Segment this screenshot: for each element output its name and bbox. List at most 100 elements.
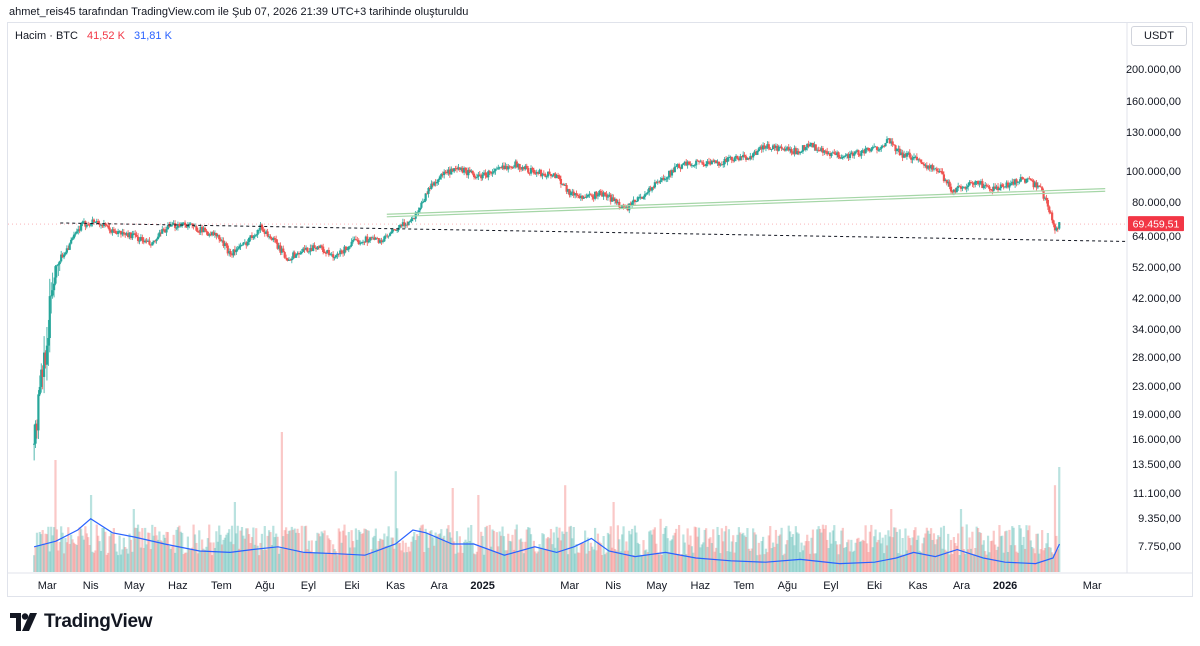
volume-bar xyxy=(754,534,758,572)
candle-body xyxy=(1052,220,1055,225)
currency-unit-button[interactable]: USDT xyxy=(1131,26,1187,46)
candle-body xyxy=(357,240,360,245)
candle-body xyxy=(275,239,278,243)
candle-body xyxy=(433,182,436,186)
candle-body xyxy=(465,170,469,176)
volume-bar xyxy=(104,531,107,572)
candle-body xyxy=(359,243,362,245)
time-tick-label: Tem xyxy=(733,580,754,592)
candle-body xyxy=(440,173,443,177)
volume-bar xyxy=(952,537,955,572)
candle-body xyxy=(739,156,742,161)
candle-body xyxy=(457,167,460,170)
price-tick-label: 11.100,00 xyxy=(1133,488,1181,500)
candle-body xyxy=(85,224,88,227)
candle-body xyxy=(250,235,254,238)
volume-bar xyxy=(307,540,311,572)
volume-bar xyxy=(219,534,222,572)
candle-body xyxy=(821,148,825,153)
candle-body xyxy=(75,231,78,234)
volume-bar xyxy=(717,534,721,572)
candle-body xyxy=(895,148,899,152)
candle-body xyxy=(767,144,770,149)
volume-bar xyxy=(457,552,460,572)
candle-body xyxy=(1026,178,1030,180)
volume-bar xyxy=(98,541,101,572)
volume-bar xyxy=(930,528,933,572)
volume-bar xyxy=(1018,525,1021,572)
candle-body xyxy=(164,229,167,233)
volume-bar xyxy=(996,546,1000,572)
candle-body xyxy=(591,195,594,197)
channel-line-1[interactable] xyxy=(386,190,1106,218)
volume-bar xyxy=(273,537,276,572)
volume-bar xyxy=(366,530,369,572)
volume-bar xyxy=(484,527,487,572)
candle-body xyxy=(235,249,238,253)
candle-body xyxy=(135,234,138,237)
candle-body xyxy=(340,250,343,253)
candle-body xyxy=(279,245,282,253)
candle-body xyxy=(715,160,718,164)
candle-body xyxy=(552,173,555,176)
price-tick-label: 16.000,00 xyxy=(1132,434,1181,446)
candle-body xyxy=(687,161,691,165)
time-tick-label: Mar xyxy=(1083,580,1102,592)
candle-body xyxy=(562,184,565,186)
candle-body xyxy=(252,236,255,238)
volume-bar xyxy=(41,530,44,572)
candle-body xyxy=(260,224,264,230)
volume-bar xyxy=(685,554,688,572)
volume-bar xyxy=(734,542,738,572)
volume-bar xyxy=(334,551,338,572)
volume-bar xyxy=(111,534,114,572)
candle-body xyxy=(511,167,514,169)
volume-bar xyxy=(976,527,980,572)
time-tick-label: Eki xyxy=(344,580,359,592)
volume-bar xyxy=(713,551,716,572)
candle-body xyxy=(249,235,252,238)
volume-bar xyxy=(418,527,422,572)
candle-body xyxy=(831,152,834,154)
volume-bar xyxy=(961,526,964,572)
candle-body xyxy=(770,149,773,150)
volume-bar xyxy=(58,542,61,572)
candle-body xyxy=(417,210,420,213)
candle-body xyxy=(564,185,567,186)
dashed-support-trendline[interactable] xyxy=(60,222,1128,242)
volume-bar xyxy=(453,541,456,572)
candle-body xyxy=(448,169,451,175)
volume-bar xyxy=(156,539,160,572)
candle-body xyxy=(820,148,823,151)
volume-bar xyxy=(925,527,928,572)
candle-body xyxy=(917,159,920,161)
volume-bar xyxy=(857,537,860,572)
volume-bar xyxy=(968,537,971,572)
candle-body xyxy=(628,203,631,211)
volume-bar xyxy=(791,534,795,572)
channel-line-2[interactable] xyxy=(386,188,1106,215)
candle-body xyxy=(454,168,457,169)
volume-bar xyxy=(905,550,909,572)
candle-body xyxy=(816,149,819,151)
candle-body xyxy=(172,223,175,225)
volume-bar xyxy=(994,544,997,572)
candle-body xyxy=(497,167,500,169)
candle-body xyxy=(427,188,430,194)
volume-bar xyxy=(564,485,567,572)
tradingview-brand[interactable]: TradingView xyxy=(10,611,153,633)
candle-body xyxy=(467,169,470,176)
volume-bar xyxy=(131,551,134,572)
volume-bar xyxy=(676,553,679,572)
volume-bar xyxy=(411,536,414,572)
volume-bar xyxy=(770,548,773,572)
candle-body xyxy=(505,166,508,170)
volume-bar xyxy=(828,532,832,572)
volume-bar xyxy=(92,552,96,572)
candle-body xyxy=(877,149,880,151)
candle-body xyxy=(618,201,621,208)
volume-bar xyxy=(42,543,46,572)
candle-body xyxy=(894,145,897,152)
candle-body xyxy=(265,231,268,234)
